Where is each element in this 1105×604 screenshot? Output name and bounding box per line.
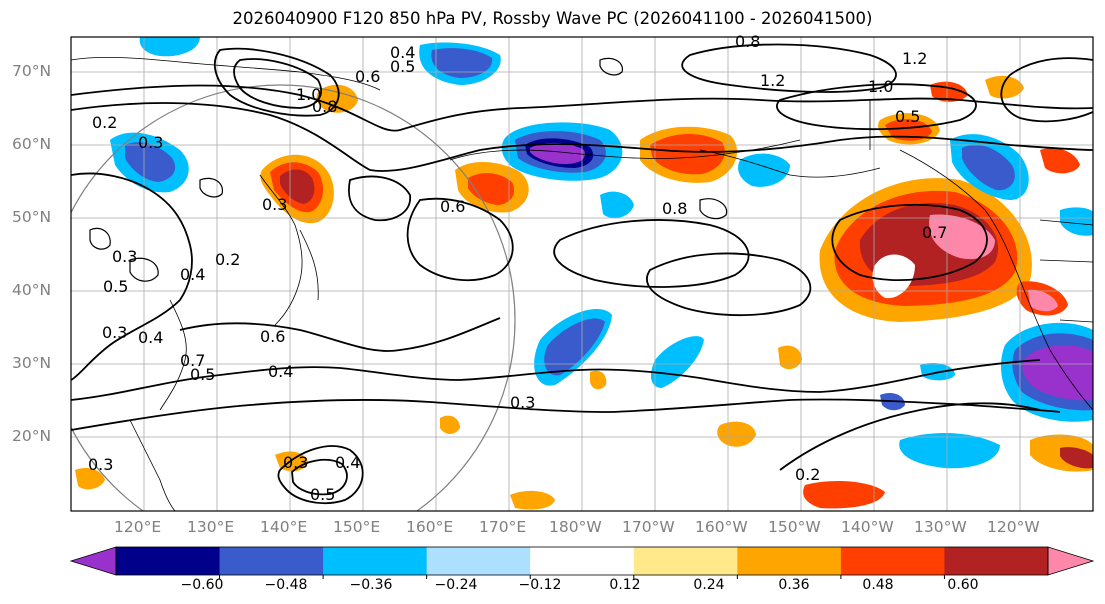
contour-label: 0.5 — [390, 57, 415, 76]
contour-label: 0.3 — [283, 453, 308, 472]
contour-label: 0.2 — [92, 113, 117, 132]
colorbar-tick-label: −0.12 — [518, 577, 562, 593]
colorbar-swatch — [530, 547, 635, 575]
contour-label: 0.4 — [390, 43, 415, 62]
contour-label: 0.5 — [895, 107, 920, 126]
lat-label-40n: 40°N — [12, 281, 52, 299]
colorbar-extend-high — [1048, 547, 1093, 575]
lon-label-170w: 170°W — [622, 518, 675, 536]
contour-label: 0.4 — [138, 328, 163, 347]
contour-label: 0.8 — [312, 97, 337, 116]
lon-label-130e: 130°E — [187, 518, 235, 536]
colorbar-swatch — [323, 547, 428, 575]
lon-label-160w: 160°W — [695, 518, 748, 536]
colorbar-tick-label: −0.36 — [349, 577, 393, 593]
lon-label-120e: 120°E — [114, 518, 162, 536]
colorbar-swatch — [116, 547, 221, 575]
lat-label-70n: 70°N — [12, 62, 52, 80]
contour-label: 0.3 — [262, 195, 287, 214]
contour-label: 0.5 — [310, 485, 335, 504]
contour-label: 1.2 — [760, 71, 785, 90]
contour-label: 0.3 — [88, 455, 113, 474]
contour-label: 0.4 — [180, 265, 205, 284]
contour-label: 1.0 — [296, 85, 321, 104]
colorbar-extend-low — [71, 547, 116, 575]
colorbar-swatch — [426, 547, 531, 575]
colorbar-swatch — [219, 547, 324, 575]
pc-shading — [75, 37, 1093, 510]
lon-label-180w: 180°W — [549, 518, 602, 536]
contour-label: 0.6 — [355, 67, 380, 86]
colorbar-tick-label: 0.24 — [693, 577, 725, 593]
contour-label: 0.6 — [260, 327, 285, 346]
lon-label-170e: 170°E — [479, 518, 527, 536]
contour-label: 0.3 — [138, 133, 163, 152]
contour-label: 0.7 — [180, 351, 205, 370]
contour-label: 0.7 — [922, 223, 947, 242]
colorbar-swatch — [633, 547, 738, 575]
contour-label: 0.6 — [440, 197, 465, 216]
lat-label-60n: 60°N — [12, 135, 52, 153]
contour-label: 0.4 — [268, 362, 293, 381]
map-canvas — [71, 37, 1093, 511]
lon-label-150e: 150°E — [333, 518, 381, 536]
contour-label: 0.2 — [795, 465, 820, 484]
colorbar-swatch — [944, 547, 1049, 575]
colorbar-tick-label: 0.12 — [609, 577, 641, 593]
colorbar-swatch — [840, 547, 945, 575]
colorbar-swatch — [737, 547, 842, 575]
contour-label: 0.8 — [735, 32, 760, 51]
lat-label-50n: 50°N — [12, 208, 52, 226]
lat-label-30n: 30°N — [12, 354, 52, 372]
chart-title: 2026040900 F120 850 hPa PV, Rossby Wave … — [232, 9, 873, 28]
colorbar-tick-label: 0.60 — [947, 577, 979, 593]
lon-label-130w: 130°W — [914, 518, 967, 536]
colorbar-tick-label: 0.48 — [862, 577, 894, 593]
lat-label-20n: 20°N — [12, 427, 52, 445]
contour-label: 0.4 — [335, 453, 360, 472]
colorbar-tick-label: 0.36 — [778, 577, 810, 593]
lon-label-120w: 120°W — [987, 518, 1040, 536]
contour-label: 0.3 — [102, 323, 127, 342]
pv-contours — [71, 43, 1093, 505]
contour-label: 0.3 — [510, 393, 535, 412]
map-frame — [70, 36, 1094, 512]
lon-label-140w: 140°W — [841, 518, 894, 536]
colorbar-tick-label: −0.24 — [434, 577, 478, 593]
colorbar-tick-label: −0.60 — [180, 577, 224, 593]
reference-circle — [71, 84, 516, 511]
contour-label: 0.5 — [103, 277, 128, 296]
contour-label: 0.2 — [215, 250, 240, 269]
lon-label-140e: 140°E — [260, 518, 308, 536]
colorbar-tick-label: −0.48 — [264, 577, 308, 593]
colorbar — [69, 546, 1095, 579]
coastlines — [71, 56, 1093, 511]
contour-label: 1.0 — [868, 77, 893, 96]
lon-label-160e: 160°E — [406, 518, 454, 536]
lon-label-150w: 150°W — [768, 518, 821, 536]
contour-label: 0.3 — [112, 247, 137, 266]
contour-label: 1.2 — [902, 49, 927, 68]
contour-label-group: 0.4 0.5 0.6 1.0 0.8 0.2 0.3 0.8 1.2 1.2 … — [88, 32, 947, 504]
contour-label: 0.8 — [662, 199, 687, 218]
contour-label: 0.5 — [190, 365, 215, 384]
